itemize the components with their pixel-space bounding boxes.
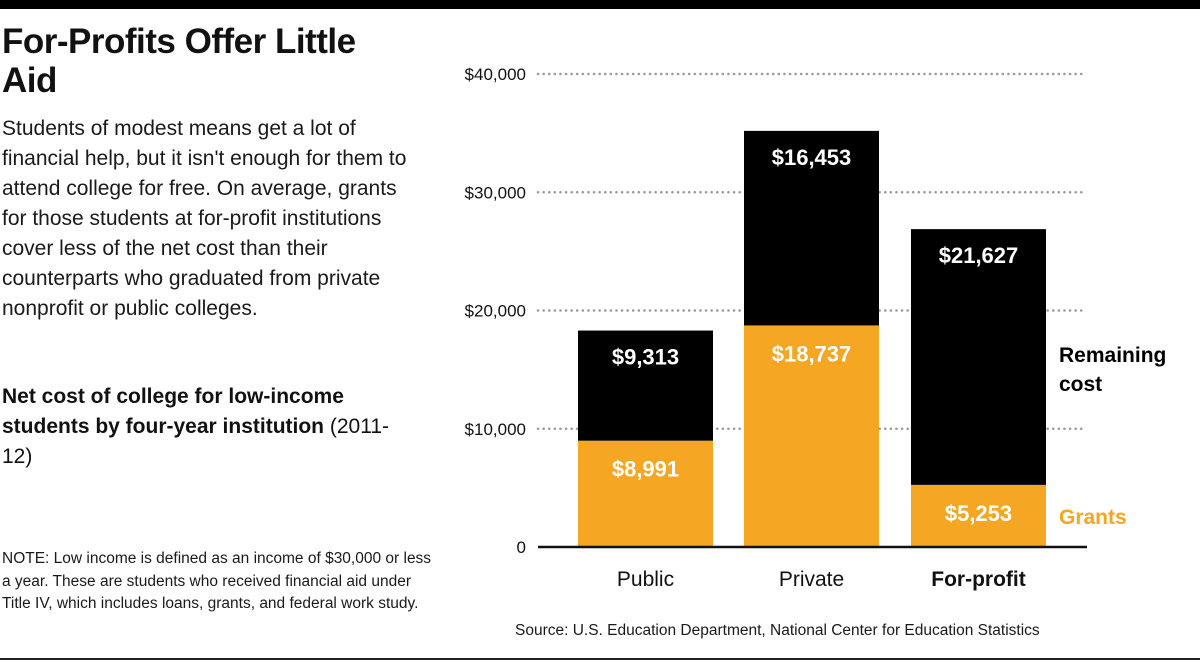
bar-remaining [578, 330, 713, 441]
bottom-rule [0, 658, 1200, 660]
bar-grants [744, 325, 879, 547]
y-tick-label: $20,000 [465, 302, 526, 321]
y-tick-label: $10,000 [465, 420, 526, 439]
y-tick-label: $30,000 [465, 183, 526, 202]
top-rule [0, 0, 1200, 9]
chart-title: For-Profits Offer Little Aid [2, 22, 356, 100]
data-label-grants: $8,991 [612, 457, 679, 482]
data-label-remaining: $21,627 [939, 243, 1019, 268]
chart-note: NOTE: Low income is defined as an income… [2, 550, 432, 612]
chart-description: Students of modest means get a lot of fi… [2, 117, 407, 320]
x-category-label: For-profit [931, 568, 1025, 591]
chart-subtitle: Net cost of college for low-income stude… [2, 382, 392, 472]
bar-grants [578, 440, 713, 547]
y-tick-label: $40,000 [465, 65, 526, 84]
legend-grants: Grants [1059, 506, 1127, 529]
data-label-grants: $5,253 [945, 501, 1012, 526]
subtitle-text: Net cost of college for low-income stude… [2, 385, 344, 438]
x-category-label: Public [617, 568, 674, 591]
x-category-label: Private [779, 568, 844, 591]
bar-grants [911, 484, 1046, 547]
subtitle-year: (2011-12) [2, 415, 390, 468]
data-label-remaining: $16,453 [772, 145, 852, 170]
bar-remaining [744, 130, 879, 326]
bar-remaining [911, 229, 1046, 485]
data-label-grants: $18,737 [772, 341, 852, 366]
legend-remaining-cost: Remaining cost [1059, 344, 1166, 396]
y-tick-label: 0 [517, 538, 526, 557]
chart-source: Source: U.S. Education Department, Natio… [515, 622, 1040, 639]
data-label-remaining: $9,313 [612, 345, 679, 370]
